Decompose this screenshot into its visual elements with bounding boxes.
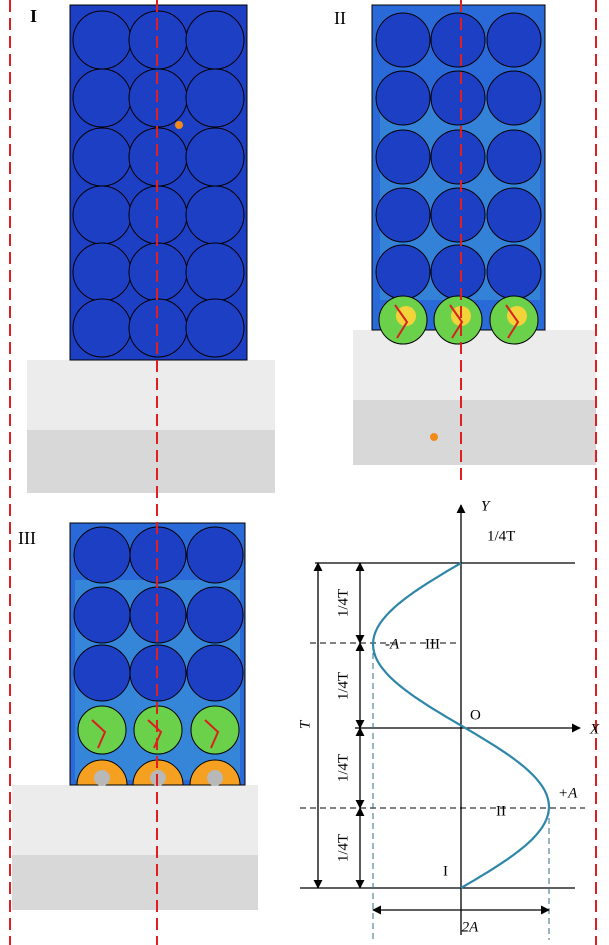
particle xyxy=(73,299,131,357)
particle xyxy=(431,245,485,299)
particle xyxy=(431,13,485,67)
particle xyxy=(74,527,130,583)
quarter-label: 1/4T xyxy=(335,834,351,862)
particle xyxy=(487,71,541,125)
ground-dark xyxy=(12,855,258,910)
particle xyxy=(130,527,186,583)
particle xyxy=(487,188,541,242)
particle xyxy=(187,645,243,701)
quarter-label: 1/4T xyxy=(335,672,351,700)
particle xyxy=(186,69,244,127)
particle xyxy=(74,587,130,643)
width-label: 2A xyxy=(462,919,480,935)
particle xyxy=(186,299,244,357)
state-label: I xyxy=(443,863,448,879)
period-label: T xyxy=(297,719,313,729)
damage-core xyxy=(207,770,223,786)
amplitude-label: -A xyxy=(385,636,400,652)
particle xyxy=(186,128,244,186)
particle xyxy=(376,245,430,299)
particle xyxy=(487,13,541,67)
particle xyxy=(187,587,243,643)
particle xyxy=(73,128,131,186)
particle xyxy=(73,243,131,301)
damage-core xyxy=(94,770,110,786)
ground-light xyxy=(353,330,596,400)
figure: I II III 1/4T 1/4T 1/4T 1/4T T Y X O 1/4… xyxy=(0,0,609,945)
marker-dot xyxy=(430,433,438,441)
particle xyxy=(73,11,131,69)
ground-dark xyxy=(353,400,596,465)
quarter-label: 1/4T xyxy=(335,589,351,617)
particle xyxy=(376,188,430,242)
state-label: II xyxy=(496,803,506,819)
particle xyxy=(487,245,541,299)
particle xyxy=(431,130,485,184)
quarter-label: 1/4T xyxy=(335,754,351,782)
top-label: 1/4T xyxy=(487,528,515,544)
particle xyxy=(431,188,485,242)
axis-label: Y xyxy=(481,498,491,514)
particle xyxy=(376,71,430,125)
amplitude-label: +A xyxy=(558,785,578,801)
particle xyxy=(376,130,430,184)
panel-label: II xyxy=(334,8,346,28)
particle xyxy=(186,11,244,69)
particle xyxy=(187,527,243,583)
particle xyxy=(186,243,244,301)
particle xyxy=(73,186,131,244)
panel-label: I xyxy=(30,6,37,26)
ground-light xyxy=(27,360,275,430)
particle xyxy=(73,69,131,127)
marker-dot xyxy=(175,121,183,129)
ground-light xyxy=(12,785,258,855)
panel-label: III xyxy=(18,528,36,548)
vibration-diagram: 1/4T 1/4T 1/4T 1/4T T Y X O 1/4T -A +A 2… xyxy=(297,498,600,940)
particle xyxy=(186,186,244,244)
particle xyxy=(487,130,541,184)
particle xyxy=(74,645,130,701)
origin-label: O xyxy=(470,707,481,723)
particle xyxy=(431,71,485,125)
ground-dark xyxy=(27,430,275,493)
state-label: III xyxy=(425,636,440,652)
particle xyxy=(376,13,430,67)
page: I II III 1/4T 1/4T 1/4T 1/4T T Y X O 1/4… xyxy=(0,0,609,945)
axis-label: X xyxy=(589,721,600,737)
